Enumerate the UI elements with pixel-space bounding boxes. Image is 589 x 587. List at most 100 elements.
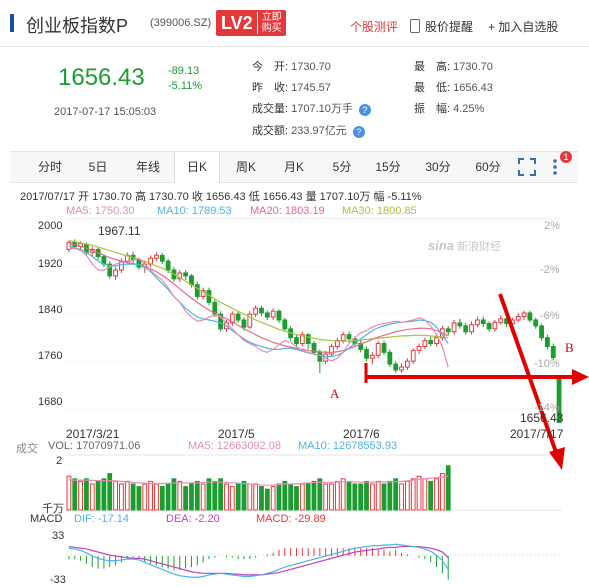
add-watchlist-link[interactable]: + 加入自选股 (488, 20, 559, 34)
candle-body (381, 343, 387, 353)
kline-info-bar: 2017/07/17 开 1730.70 高 1730.70 收 1656.43… (20, 191, 422, 203)
candle-body (264, 312, 270, 318)
volume-bar (410, 478, 416, 511)
candle-body (474, 319, 480, 326)
ma30-line (68, 240, 449, 342)
candle-body (445, 328, 451, 333)
volume-bar (124, 480, 130, 511)
pct-tick-label: -2% (540, 264, 560, 276)
ma20-line (68, 242, 449, 353)
high-field: 最 高: 1730.70 (414, 61, 493, 73)
help-icon[interactable]: ? (358, 104, 371, 116)
volume-bar (364, 480, 369, 511)
y-tick-label: 1680 (38, 396, 63, 408)
x-axis-label: 2017/3/21 (66, 427, 120, 441)
macd-y-top: 33 (52, 530, 65, 542)
volume-bar (299, 483, 305, 511)
candle-body (253, 307, 259, 315)
volume-bar (323, 483, 329, 511)
macd-dea-line (68, 545, 449, 576)
stock-name: 创业板指数P (26, 16, 129, 36)
help-icon[interactable]: ? (352, 126, 365, 138)
volume-bar (130, 483, 136, 511)
title-accent-bar (10, 14, 14, 32)
volume-bar (206, 478, 212, 511)
stock-review-link[interactable]: 个股测评 (350, 20, 399, 34)
volume-bar (200, 483, 206, 511)
volume-bar (194, 480, 200, 511)
macd-dif: DIF: -17.14 (74, 513, 130, 525)
candle-body (434, 337, 439, 345)
notification-badge[interactable]: 1 (560, 151, 572, 163)
volume-bar (439, 473, 445, 511)
tab-15min[interactable]: 15分 (375, 160, 401, 174)
lv2-buy-button[interactable]: LV2 立即 购买 (216, 10, 286, 36)
tab-yearline[interactable]: 年线 (135, 160, 160, 174)
candle-body (469, 324, 474, 333)
amount-field: 成交额: 233.97亿元? (252, 122, 365, 138)
prev-close-field: 昨 收: 1745.57 (252, 82, 331, 94)
volume-bar (346, 480, 352, 511)
candle-body (194, 284, 200, 297)
volume-bar (165, 483, 171, 511)
volume-bar (89, 483, 95, 511)
volume-bar (329, 483, 334, 511)
volume-bar (119, 483, 124, 511)
tab-timeshare[interactable]: 分时 (37, 160, 62, 174)
tab-60min[interactable]: 60分 (475, 160, 501, 174)
stock-code: (399006.SZ) (150, 17, 212, 29)
price-alert-link[interactable]: 股价提醒 (410, 18, 473, 35)
annotation-b: B (565, 340, 574, 355)
volume-ma10: MA10: 12678553.93 (298, 440, 398, 452)
annotation-arrowhead (572, 369, 589, 385)
tab-5day[interactable]: 5日 (88, 160, 108, 174)
tab-30min[interactable]: 30分 (425, 160, 451, 174)
tab-weekly-k[interactable]: 周K (235, 160, 256, 174)
candle-body (294, 337, 299, 345)
tab-daily-k[interactable]: 日K (174, 152, 220, 183)
volume-ma-line (68, 475, 449, 486)
ma5-line (68, 247, 449, 368)
volume-bar (229, 486, 235, 511)
candle-body (317, 351, 323, 362)
candle-body (329, 345, 334, 355)
more-options-icon[interactable] (550, 158, 560, 176)
candle-body (422, 340, 428, 347)
fullscreen-icon[interactable] (518, 158, 536, 176)
candle-body (387, 351, 393, 365)
candle-body (486, 323, 492, 330)
candle-body (410, 350, 416, 362)
candle-body (136, 259, 142, 268)
candle-body (375, 343, 381, 356)
candle-body (527, 312, 533, 321)
volume-bar (276, 483, 282, 511)
volume-bar (212, 480, 218, 511)
candle-body (545, 337, 550, 347)
volume-bar (317, 478, 323, 511)
candle-body (539, 325, 544, 339)
candle-body (107, 263, 113, 277)
candle-body (480, 319, 486, 325)
lv2-label: LV2 (221, 12, 253, 33)
lv2-sub-label: 立即 购买 (256, 12, 286, 34)
candle-body (521, 312, 527, 317)
volume-bar (224, 483, 229, 511)
candle-body (282, 319, 288, 330)
volume-bar (387, 480, 393, 511)
volume-bar (352, 483, 358, 511)
tab-monthly-k[interactable]: 月K (283, 160, 304, 174)
y-tick-label: 1760 (38, 350, 63, 362)
volume-bar (183, 486, 189, 511)
volume-bar (136, 486, 142, 511)
candle-body (305, 334, 311, 345)
candle-body (428, 340, 434, 345)
candle-body (159, 254, 165, 262)
macd-dea: DEA: -2.20 (166, 513, 220, 525)
volume-bar (264, 488, 270, 511)
tab-5min[interactable]: 5分 (332, 160, 352, 174)
macd-section-label: MACD (30, 513, 63, 525)
volume-bar (399, 483, 404, 511)
candle-body (416, 345, 422, 352)
volume-bar (154, 483, 159, 511)
